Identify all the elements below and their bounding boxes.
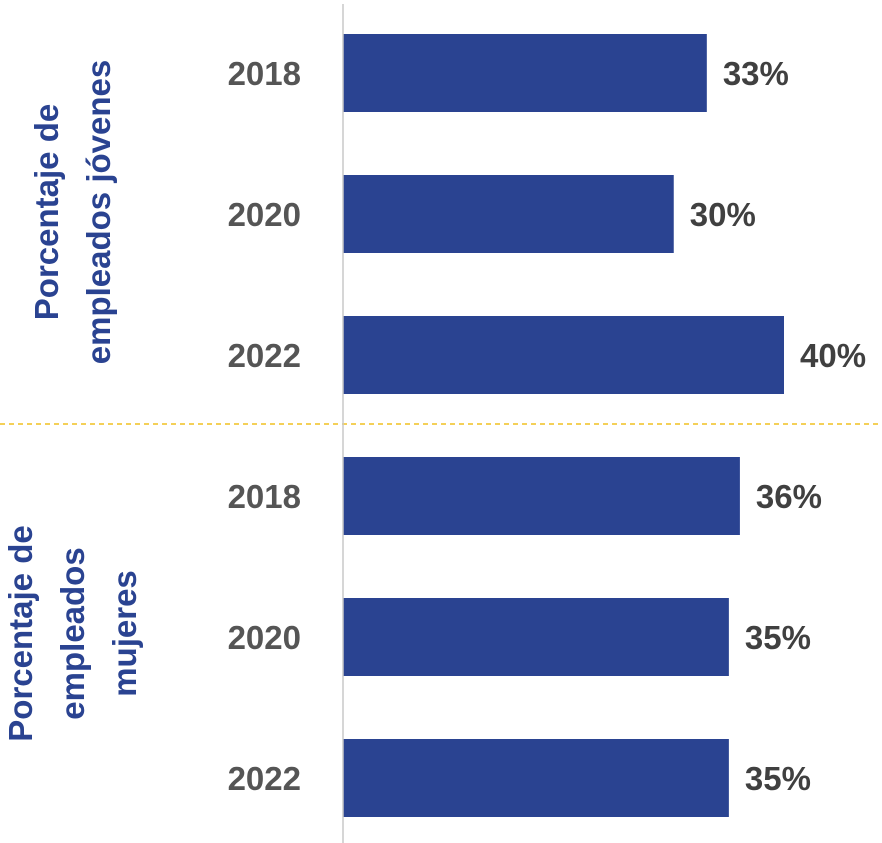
group-label-1: Porcentaje de empleados jóvenes (28, 60, 117, 364)
group-label-2-line-3: mujeres (106, 570, 143, 697)
value-label-2-2020: 35% (745, 619, 811, 656)
value-label-1-2018: 33% (723, 55, 789, 92)
group-label-1-line-2: empleados jóvenes (80, 60, 117, 364)
bar-1-2018 (343, 34, 707, 112)
bar-2-2020 (343, 598, 729, 676)
value-label-1-2020: 30% (690, 196, 756, 233)
category-label-1-2020: 2020 (228, 196, 301, 233)
group-label-1-line-1: Porcentaje de (28, 104, 65, 320)
bar-2-2022 (343, 739, 729, 817)
group-label-2-line-1: Porcentaje de (2, 525, 39, 741)
value-label-1-2022: 40% (800, 337, 866, 374)
bar-1-2022 (343, 316, 784, 394)
category-label-2-2018: 2018 (228, 478, 301, 515)
category-label-2-2022: 2022 (228, 760, 301, 797)
value-label-2-2022: 35% (745, 760, 811, 797)
group-label-2: Porcentaje de empleados mujeres (2, 525, 143, 741)
value-label-2-2018: 36% (756, 478, 822, 515)
category-label-1-2022: 2022 (228, 337, 301, 374)
bar-1-2020 (343, 175, 674, 253)
category-label-2-2020: 2020 (228, 619, 301, 656)
category-label-1-2018: 2018 (228, 55, 301, 92)
group-label-2-line-2: empleados (54, 547, 91, 719)
bar-2-2018 (343, 457, 740, 535)
